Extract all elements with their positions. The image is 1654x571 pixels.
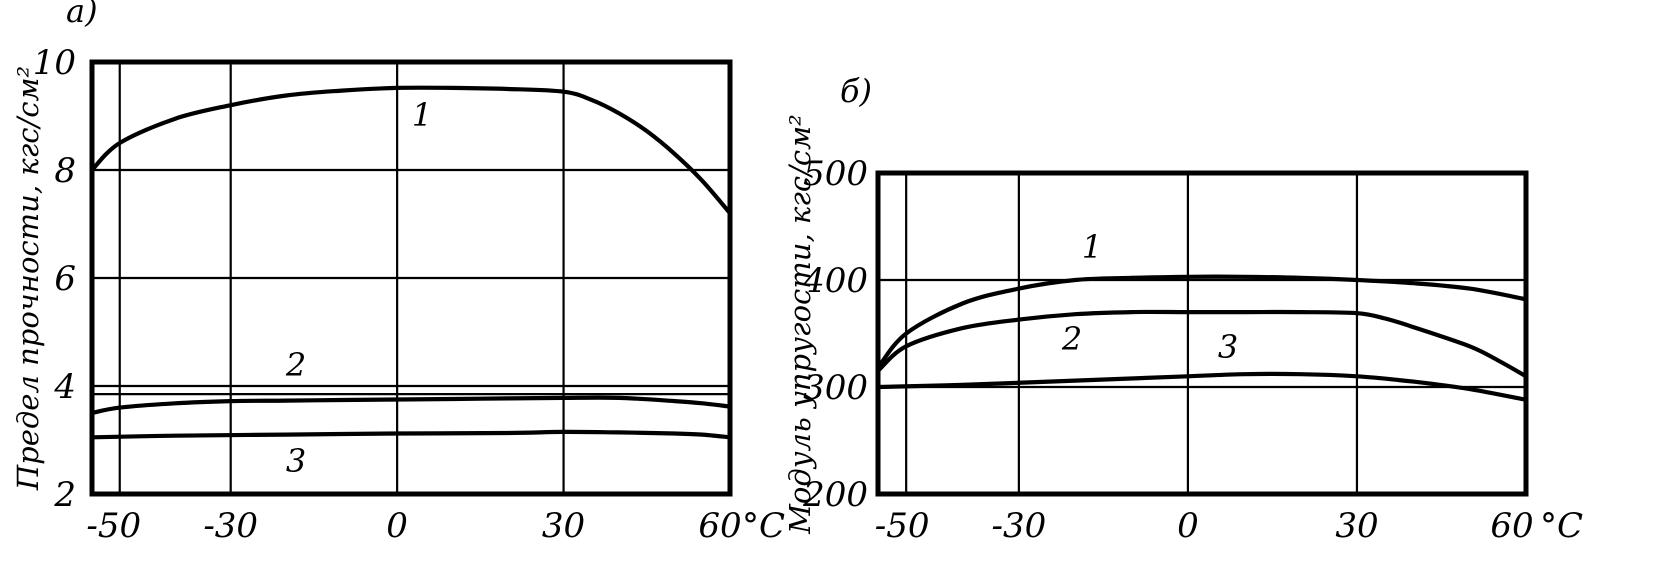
y-tick-label: 300 (803, 368, 868, 408)
y-tick-label: 2 (53, 475, 76, 515)
series-line-1 (89, 85, 733, 216)
x-tick-label: 30 (1335, 506, 1378, 546)
series-line-3 (89, 429, 733, 440)
series-line-2 (875, 309, 1529, 379)
chart-a: 1 2 3 -50 -30 0 30 60 2 4 6 8 10 °C Предел прочности, … (11, 0, 785, 546)
plot-frame (89, 59, 733, 497)
series-label-1: 1 (412, 96, 432, 134)
plot-frame (875, 170, 1529, 497)
series-label-3: 3 (1218, 328, 1238, 366)
series-line-1 (875, 274, 1529, 370)
y-axis-label: Модуль упругости, кгс/см² (783, 114, 817, 535)
panel-label: а) (66, 0, 98, 30)
series-label-1: 1 (1082, 228, 1102, 266)
series-label-2: 2 (285, 346, 306, 384)
series-line-3 (875, 371, 1529, 402)
y-tick-label: 400 (802, 261, 868, 301)
x-tick-label: -30 (203, 506, 258, 546)
x-tick-label: 60 (698, 506, 741, 546)
x-tick-label: 0 (386, 506, 408, 546)
y-tick-label: 6 (54, 259, 76, 299)
y-tick-label: 10 (33, 43, 76, 83)
y-tick-label: 4 (53, 367, 76, 407)
y-tick-label: 500 (803, 154, 868, 194)
y-tick-label: 200 (802, 475, 868, 515)
chart-b: 1 2 3 -50 -30 0 30 60 200 300 400 500 °C Модуль упруг… (783, 72, 1583, 546)
x-unit-label: °C (742, 506, 785, 546)
series-line-2 (89, 395, 733, 416)
panel-label: б) (840, 72, 872, 110)
x-tick-label: 0 (1177, 506, 1199, 546)
y-tick-label: 8 (54, 151, 76, 191)
series-label-2: 2 (1061, 320, 1082, 358)
x-unit-label: °C (1540, 506, 1583, 546)
x-tick-label: -50 (875, 506, 930, 546)
y-axis-label: Предел прочности, кгс/см² (11, 66, 45, 491)
x-tick-label: 30 (542, 506, 585, 546)
x-tick-label: -30 (991, 506, 1046, 546)
x-tick-label: 60 (1490, 506, 1533, 546)
x-tick-label: -50 (86, 506, 141, 546)
series-label-3: 3 (286, 442, 306, 480)
